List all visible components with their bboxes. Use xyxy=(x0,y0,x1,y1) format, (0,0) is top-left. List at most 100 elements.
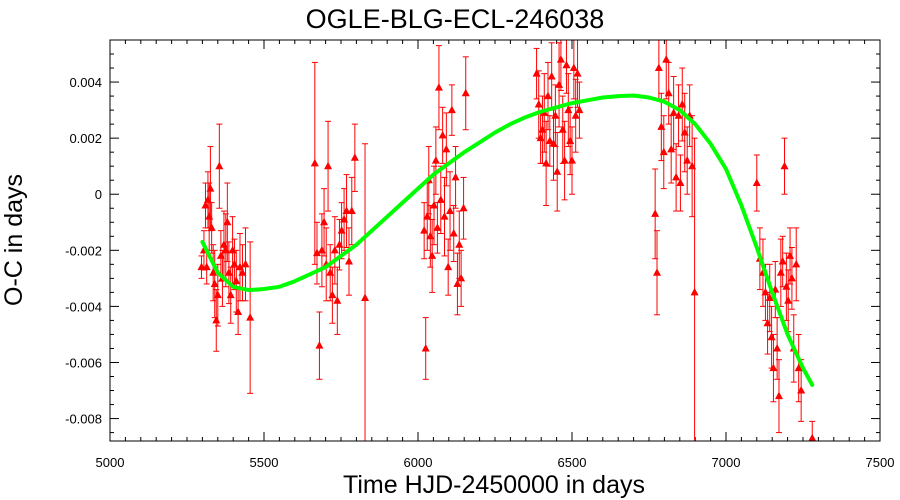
y-tick-label: 0.004 xyxy=(69,75,102,90)
data-point xyxy=(773,343,782,352)
data-point xyxy=(455,240,464,248)
data-point xyxy=(320,217,329,226)
data-point xyxy=(234,307,243,316)
data-point xyxy=(669,108,678,116)
data-point xyxy=(447,105,456,114)
data-point xyxy=(232,276,241,285)
data-point xyxy=(651,209,660,217)
data-point xyxy=(461,88,470,97)
data-point xyxy=(209,268,218,276)
data-point xyxy=(573,69,582,77)
data-point xyxy=(428,251,437,259)
data-point xyxy=(312,248,321,257)
data-point xyxy=(197,262,206,271)
data-point xyxy=(659,147,668,156)
data-point xyxy=(442,144,451,153)
data-point xyxy=(780,161,789,170)
data-point xyxy=(205,212,214,220)
data-point xyxy=(345,257,354,265)
x-tick-label: 7500 xyxy=(866,455,895,470)
data-point xyxy=(335,240,344,248)
data-point xyxy=(575,105,584,114)
data-point xyxy=(534,99,543,108)
data-point xyxy=(676,178,685,187)
data-point xyxy=(459,203,468,212)
data-point xyxy=(664,88,673,97)
data-point xyxy=(203,195,212,203)
data-point xyxy=(672,172,681,181)
data-point xyxy=(545,136,554,144)
data-point xyxy=(532,69,541,77)
data-point xyxy=(752,178,761,187)
data-point xyxy=(451,172,460,181)
data-point xyxy=(690,287,699,296)
data-point xyxy=(315,341,324,349)
data-point xyxy=(654,63,663,72)
fit-curve xyxy=(200,93,815,387)
y-tick-label: -0.008 xyxy=(65,412,102,427)
data-point xyxy=(763,318,772,327)
data-point xyxy=(221,245,230,254)
data-point xyxy=(808,433,817,442)
data-point xyxy=(653,268,662,276)
data-point xyxy=(662,55,671,63)
data-point xyxy=(337,226,346,234)
data-point xyxy=(457,273,466,282)
y-axis-title: O-C in days xyxy=(0,174,28,306)
data-point xyxy=(434,83,443,91)
data-point xyxy=(549,139,558,147)
data-point xyxy=(787,273,796,282)
data-point xyxy=(219,240,228,248)
data-point xyxy=(542,158,551,167)
data-point xyxy=(342,206,351,215)
data-point xyxy=(657,122,666,130)
data-point xyxy=(238,268,247,276)
data-point xyxy=(207,223,216,231)
y-tick-label: -0.006 xyxy=(65,355,102,370)
chart-title: OGLE-BLG-ECL-246038 xyxy=(306,4,605,34)
data-point xyxy=(444,262,453,271)
data-point xyxy=(769,363,778,372)
data-point xyxy=(347,206,356,215)
data-point xyxy=(433,223,442,231)
data-point xyxy=(210,279,219,287)
data-point xyxy=(678,99,687,108)
data-point xyxy=(543,91,552,100)
data-point xyxy=(438,130,447,139)
data-point xyxy=(361,293,370,301)
y-tick-label: -0.004 xyxy=(65,299,102,314)
data-point xyxy=(212,315,221,324)
data-point xyxy=(440,212,449,220)
data-point xyxy=(206,184,215,192)
data-point xyxy=(797,386,806,394)
data-point xyxy=(446,206,455,215)
data-point xyxy=(794,363,803,372)
data-point xyxy=(201,200,210,209)
data-point xyxy=(553,167,562,175)
data-points xyxy=(197,55,817,442)
data-point xyxy=(350,153,359,161)
data-point xyxy=(333,296,342,304)
data-point xyxy=(310,158,319,167)
x-axis-title: Time HJD-2450000 in days xyxy=(343,471,645,499)
plot-frame xyxy=(109,39,881,442)
data-point xyxy=(340,214,349,223)
data-point xyxy=(547,71,556,80)
data-point xyxy=(765,293,774,301)
data-point xyxy=(551,111,560,119)
x-tick-label: 7000 xyxy=(712,455,741,470)
data-point xyxy=(683,156,692,164)
data-point xyxy=(555,80,564,88)
x-tick-label: 6500 xyxy=(558,455,587,470)
data-point xyxy=(246,313,255,321)
data-point xyxy=(569,63,578,72)
data-point xyxy=(241,259,250,268)
data-point xyxy=(426,231,435,240)
data-point xyxy=(326,268,335,276)
data-point xyxy=(667,144,676,153)
data-point xyxy=(449,228,458,237)
data-point xyxy=(568,156,576,164)
data-point xyxy=(228,245,237,254)
data-point xyxy=(235,262,244,271)
